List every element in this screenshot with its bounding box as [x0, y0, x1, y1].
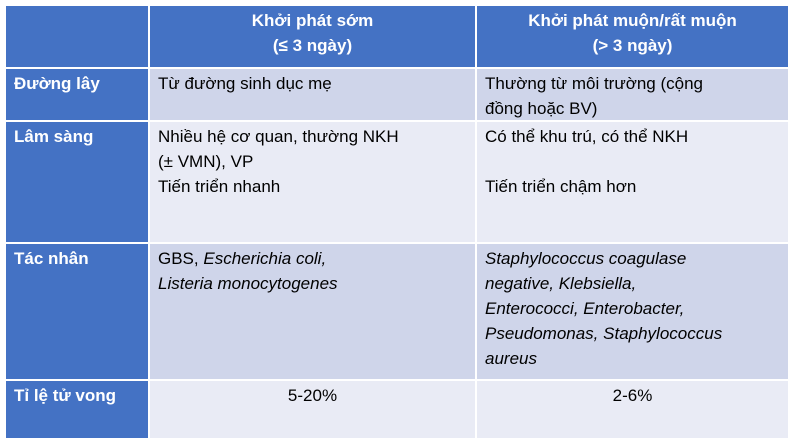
- header-late-onset: Khởi phát muộn/rất muộn (> 3 ngày): [477, 6, 788, 69]
- header-late-title: Khởi phát muộn/rất muộn: [528, 11, 737, 30]
- transmission-early-text: Từ đường sinh dục mẹ: [158, 74, 332, 93]
- transmission-late-line-1: Thường từ môi trường (cộng: [485, 74, 704, 93]
- pathogens-late-line-1: Staphylococcus coagulase: [485, 249, 687, 268]
- header-late-subtitle: (> 3 ngày): [592, 36, 673, 55]
- clinical-late-line-1: Có thể khu trú, có thể NKH: [485, 127, 689, 146]
- row-label-clinical: Lâm sàng: [6, 122, 150, 244]
- pathogens-early-line-1: GBS, Escherichia coli,: [158, 246, 467, 271]
- pathogens-late-line-5: aureus: [485, 349, 537, 368]
- clinical-late-line-2: Tiến triển chậm hơn: [485, 177, 637, 196]
- cell-mortality-late: 2-6%: [477, 381, 788, 438]
- comparison-table: Khởi phát sớm (≤ 3 ngày) Khởi phát muộn/…: [6, 6, 788, 438]
- cell-pathogens-early: GBS, Escherichia coli, Listeria monocyto…: [150, 244, 477, 381]
- pathogens-early-ecoli: Escherichia coli,: [203, 249, 327, 268]
- cell-clinical-early: Nhiều hệ cơ quan, thường NKH (± VMN), VP…: [150, 122, 477, 244]
- cell-transmission-early: Từ đường sinh dục mẹ: [150, 69, 477, 122]
- pathogens-early-line-2: Listeria monocytogenes: [158, 274, 338, 293]
- clinical-late-spacer: [485, 149, 780, 174]
- header-corner-cell: [6, 6, 150, 69]
- cell-clinical-late: Có thể khu trú, có thể NKH Tiến triển ch…: [477, 122, 788, 244]
- header-early-subtitle: (≤ 3 ngày): [272, 36, 353, 55]
- mortality-early-value: 5-20%: [287, 386, 338, 405]
- cell-transmission-late: Thường từ môi trường (cộng đồng hoặc BV): [477, 69, 788, 122]
- row-label-mortality: Tỉ lệ tử vong: [6, 381, 150, 438]
- clinical-early-line-2: (± VMN), VP: [158, 152, 254, 171]
- header-early-title: Khởi phát sớm: [251, 11, 374, 30]
- clinical-early-line-1: Nhiều hệ cơ quan, thường NKH: [158, 127, 399, 146]
- pathogens-late-line-2: negative, Klebsiella,: [485, 274, 637, 293]
- cell-mortality-early: 5-20%: [150, 381, 477, 438]
- row-label-transmission: Đường lây: [6, 69, 150, 122]
- header-early-onset: Khởi phát sớm (≤ 3 ngày): [150, 6, 477, 69]
- mortality-late-value: 2-6%: [612, 386, 653, 405]
- transmission-late-line-2: đồng hoặc BV): [485, 99, 598, 118]
- clinical-early-line-3: Tiến triển nhanh: [158, 177, 281, 196]
- pathogens-late-line-3: Enterococci, Enterobacter,: [485, 299, 685, 318]
- row-label-pathogens: Tác nhân: [6, 244, 150, 381]
- pathogens-late-line-4: Pseudomonas, Staphylococcus: [485, 324, 723, 343]
- cell-pathogens-late: Staphylococcus coagulase negative, Klebs…: [477, 244, 788, 381]
- pathogens-early-plain: GBS,: [158, 249, 204, 268]
